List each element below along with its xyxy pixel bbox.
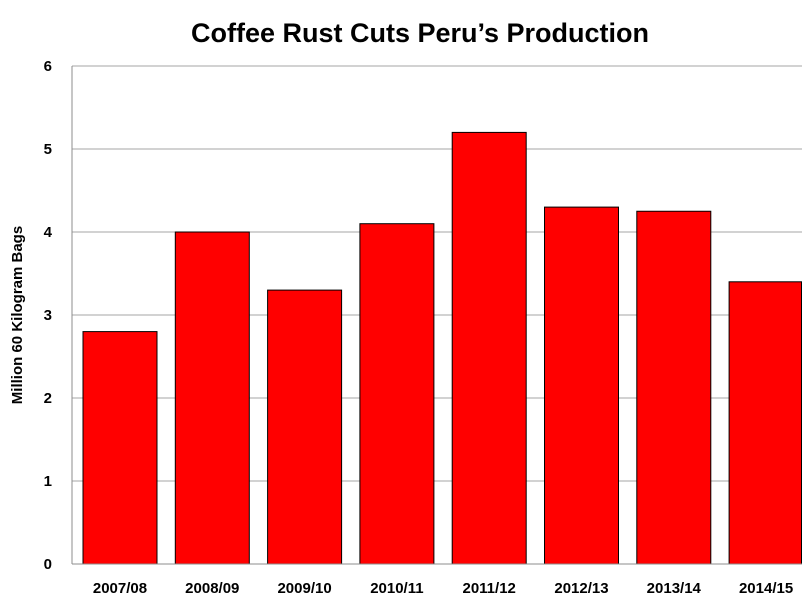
y-axis-ticks: 0 1 2 3 4 5 6 bbox=[44, 58, 53, 573]
y-tick-label: 1 bbox=[44, 473, 52, 490]
x-tick-label: 2007/08 bbox=[93, 580, 147, 597]
x-axis-ticks: 2007/08 2008/09 2009/10 2010/11 2011/12 2012/… bbox=[93, 580, 793, 597]
bars bbox=[82, 131, 802, 565]
bar-2014-15 bbox=[728, 281, 802, 565]
y-axis-label: Million 60 Kilogram Bags bbox=[9, 226, 26, 404]
bar-2011-12 bbox=[451, 131, 527, 565]
bar-2008-09 bbox=[174, 231, 250, 565]
x-tick-label: 2010/11 bbox=[370, 580, 423, 597]
bar-2007-08 bbox=[82, 331, 158, 565]
y-tick-label: 3 bbox=[44, 307, 52, 324]
x-tick-label: 2011/12 bbox=[462, 580, 515, 597]
x-tick-label: 2012/13 bbox=[554, 580, 608, 597]
x-tick-label: 2014/15 bbox=[739, 580, 793, 597]
bar-2009-10 bbox=[267, 289, 343, 565]
y-tick-label: 2 bbox=[44, 390, 52, 407]
x-tick-label: 2013/14 bbox=[647, 580, 702, 597]
y-tick-label: 0 bbox=[44, 556, 52, 573]
y-tick-label: 4 bbox=[44, 224, 53, 241]
chart-title: Coffee Rust Cuts Peru’s Production bbox=[191, 18, 649, 48]
x-tick-label: 2009/10 bbox=[277, 580, 331, 597]
y-tick-label: 6 bbox=[44, 58, 52, 75]
x-tick-label: 2008/09 bbox=[185, 580, 239, 597]
y-tick-label: 5 bbox=[44, 141, 52, 158]
bar-2010-11 bbox=[359, 223, 435, 565]
bar-2013-14 bbox=[636, 210, 712, 565]
bar-2012-13 bbox=[544, 206, 619, 565]
